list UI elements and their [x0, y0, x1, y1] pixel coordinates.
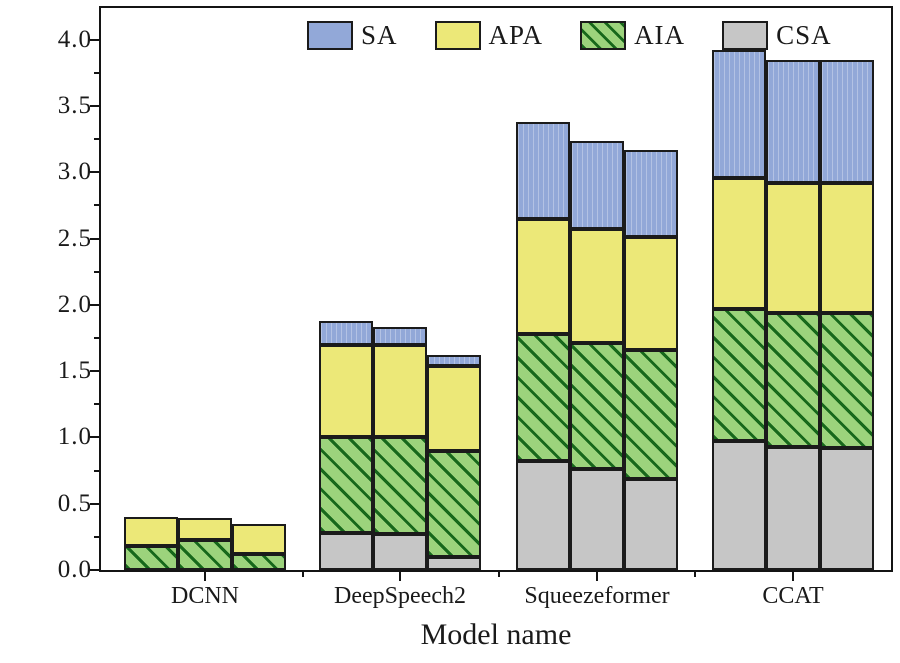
plot-area: SA APA AIA CSA: [99, 6, 893, 572]
x-minor-tick: [694, 571, 696, 577]
y-major-tick: [90, 370, 99, 373]
y-tick-label: 4.0: [57, 25, 92, 53]
y-tick-label: 3.5: [57, 92, 92, 120]
y-tick-label: 1.0: [57, 423, 92, 451]
legend-label-csa: CSA: [776, 20, 832, 50]
bar-segment-sa-deepspeech2-2: [373, 327, 427, 345]
bar-segment-sa-deepspeech2-1: [319, 320, 373, 345]
bar-segment-csa-deepspeech2-1: [319, 532, 373, 570]
y-major-tick: [90, 171, 99, 174]
aia-swatch-icon: [580, 21, 627, 50]
y-minor-tick: [94, 535, 99, 538]
legend-label-sa: SA: [361, 20, 398, 50]
bar-segment-csa-squeezeformer-2: [570, 469, 624, 570]
x-axis-title: Model name: [420, 618, 572, 651]
x-major-tick: [792, 571, 794, 581]
y-tick-label: 0.5: [57, 489, 92, 517]
x-major-tick: [399, 571, 401, 581]
y-major-tick: [90, 436, 99, 439]
bar-segment-apa-deepspeech2-2: [373, 344, 427, 438]
plot-inner: [101, 8, 891, 570]
bar-segment-aia-deepspeech2-3: [427, 450, 481, 557]
y-minor-tick: [94, 270, 99, 273]
x-tick-label-deepspeech2: DeepSpeech2: [334, 583, 466, 609]
legend-item-csa: CSA: [722, 20, 832, 51]
bar-segment-apa-dcnn-2: [178, 518, 232, 540]
bar-segment-csa-deepspeech2-3: [427, 556, 481, 570]
y-major-tick: [90, 502, 99, 505]
bar-segment-sa-ccat-1: [712, 50, 766, 178]
bar-segment-csa-ccat-2: [766, 446, 820, 570]
legend-label-aia: AIA: [634, 20, 686, 50]
bar-segment-sa-squeezeformer-1: [516, 122, 570, 219]
y-major-tick: [90, 105, 99, 108]
bar-segment-sa-ccat-2: [766, 59, 820, 183]
bar-segment-aia-ccat-1: [712, 308, 766, 442]
x-tick-label-squeezeformer: Squeezeformer: [524, 583, 670, 609]
y-major-tick: [90, 303, 99, 306]
bar-segment-aia-squeezeformer-3: [624, 349, 678, 479]
bar-segment-sa-ccat-3: [820, 59, 874, 183]
legend-item-sa: SA: [307, 20, 398, 51]
y-minor-tick: [94, 138, 99, 141]
bar-segment-aia-dcnn-1: [124, 546, 178, 570]
y-minor-tick: [94, 403, 99, 406]
bar-segment-aia-ccat-3: [820, 312, 874, 449]
bar-segment-sa-squeezeformer-3: [624, 149, 678, 238]
bar-segment-aia-ccat-2: [766, 312, 820, 447]
y-major-tick: [90, 38, 99, 41]
bar-segment-sa-deepspeech2-3: [427, 355, 481, 366]
bar-segment-csa-squeezeformer-3: [624, 478, 678, 570]
bar-segment-csa-squeezeformer-1: [516, 461, 570, 570]
bar-segment-apa-dcnn-3: [232, 523, 286, 555]
bar-segment-apa-ccat-3: [820, 182, 874, 313]
bar-segment-apa-squeezeformer-1: [516, 218, 570, 335]
bar-segment-apa-ccat-1: [712, 177, 766, 309]
y-tick-label: 0.0: [57, 556, 92, 583]
bar-segment-csa-deepspeech2-2: [373, 534, 427, 570]
y-tick-label: 1.5: [57, 357, 92, 385]
y-tick-label: 2.5: [57, 224, 92, 252]
bar-segment-aia-squeezeformer-2: [570, 343, 624, 470]
bar-segment-aia-deepspeech2-1: [319, 437, 373, 533]
y-tick-label: 2.0: [57, 290, 92, 318]
sa-swatch-icon: [307, 21, 353, 50]
bar-segment-aia-deepspeech2-2: [373, 437, 427, 535]
x-major-tick: [596, 571, 598, 581]
y-minor-tick: [94, 204, 99, 207]
bar-segment-csa-ccat-3: [820, 448, 874, 570]
y-tick-label: 3.0: [57, 158, 92, 186]
bar-segment-apa-deepspeech2-1: [319, 344, 373, 438]
legend-item-apa: APA: [434, 20, 544, 51]
bar-segment-apa-deepspeech2-3: [427, 365, 481, 451]
y-minor-tick: [94, 469, 99, 472]
y-major-tick: [90, 569, 99, 571]
legend-label-apa: APA: [488, 20, 544, 50]
bar-segment-sa-squeezeformer-2: [570, 140, 624, 230]
y-minor-tick: [94, 337, 99, 340]
y-major-tick: [90, 237, 99, 240]
x-tick-label-ccat: CCAT: [762, 583, 824, 609]
bar-segment-apa-ccat-2: [766, 182, 820, 313]
apa-swatch-icon: [434, 21, 481, 50]
x-tick-label-dcnn: DCNN: [170, 583, 240, 609]
y-minor-tick: [94, 71, 99, 74]
x-major-tick: [204, 571, 206, 581]
bar-segment-apa-squeezeformer-3: [624, 237, 678, 350]
legend: SA APA AIA CSA: [307, 20, 869, 51]
x-minor-tick: [497, 571, 500, 577]
bar-segment-csa-ccat-1: [712, 441, 766, 570]
legend-item-aia: AIA: [580, 20, 685, 51]
bar-segment-aia-dcnn-3: [232, 554, 286, 570]
x-minor-tick: [301, 571, 304, 577]
csa-swatch-icon: [722, 21, 769, 50]
bar-segment-apa-dcnn-1: [124, 517, 178, 547]
bar-segment-apa-squeezeformer-2: [570, 229, 624, 344]
bar-segment-aia-squeezeformer-1: [516, 334, 570, 462]
bar-segment-aia-dcnn-2: [178, 539, 232, 570]
